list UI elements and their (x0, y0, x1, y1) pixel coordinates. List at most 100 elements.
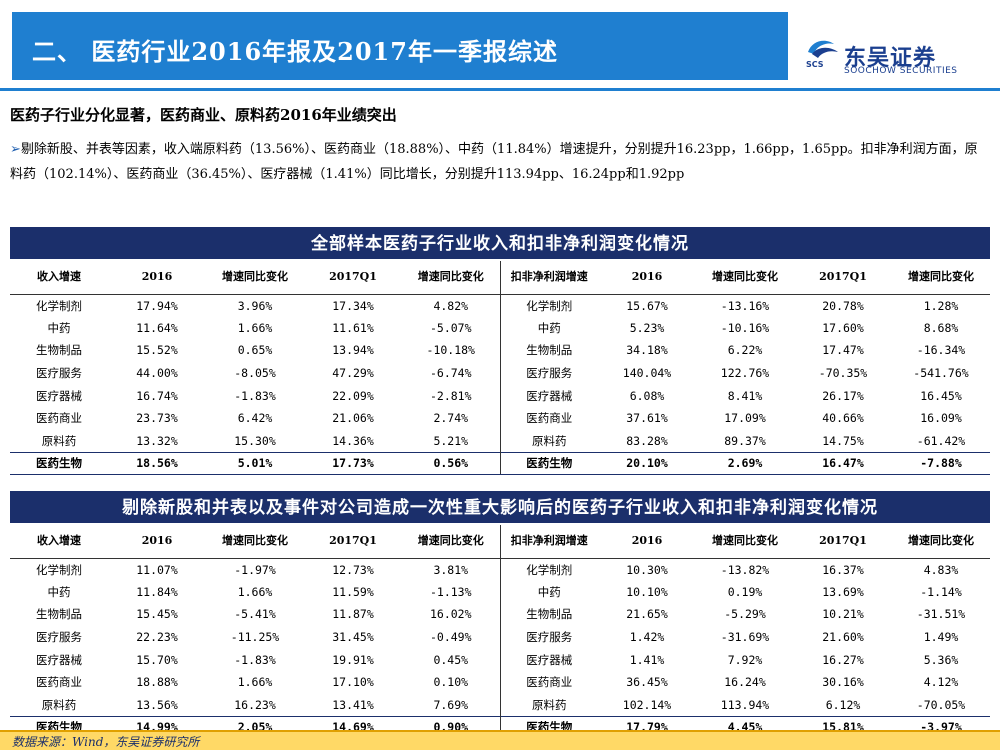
company-logo: SCS 东吴证券 SOOCHOW SECURITIES (804, 38, 994, 78)
table-cell: 1.42% (629, 630, 665, 645)
table-cell: 1.66% (237, 675, 273, 690)
row-label: 医药商业 (36, 411, 82, 426)
table-row: 生物制品 15.52% 0.65% 13.94% -10.18% 生物制品 34.18% 6.… (10, 339, 990, 362)
table-row: 医药商业 23.73% 6.42% 21.06% 2.74% 医药商业 37.61% 17.0… (10, 406, 990, 430)
table-cell: 17.47% (822, 343, 864, 358)
table-cell: -1.97% (234, 562, 276, 577)
table-cell: 16.02% (429, 607, 472, 622)
table-cell: 18.88% (136, 675, 178, 690)
table-row: 化学制剂 17.94% 3.96% 17.34% 4.82% 化学制剂 15.67% -13.… (10, 294, 990, 317)
table-cell: 0.19% (727, 584, 763, 599)
table-cell: -5.41% (234, 607, 276, 622)
table-cell: 13.94% (332, 343, 374, 358)
table-cell: -1.14% (920, 584, 962, 599)
table-cell: 6.12% (825, 697, 861, 712)
row-label: 生物制品 (36, 607, 82, 622)
table-cell: 16.45% (920, 388, 962, 403)
table-cell: -2.81% (429, 388, 472, 403)
header-divider (0, 88, 1000, 91)
table-cell: 17.34% (332, 298, 374, 313)
table-cell: 34.18% (626, 343, 668, 358)
row-label: 医疗服务 (36, 630, 82, 645)
table-cell: 89.37% (724, 433, 766, 448)
table-row: 中药 11.84% 1.66% 11.59% -1.13% 中药 10.10% 0.19% 13… (10, 580, 990, 604)
row-label: 医疗器械 (36, 388, 82, 403)
table-cell: 12.73% (332, 562, 374, 577)
column-header: 扣非净利润增速 (499, 261, 598, 295)
table-cell: -31.69% (720, 630, 770, 645)
table-cell: 1.66% (237, 320, 273, 335)
table-cell: 0.10% (433, 675, 469, 690)
table-cell: 1.28% (923, 298, 959, 313)
column-header: 增速同比变化 (892, 261, 990, 295)
table-cell: -6.74% (429, 366, 472, 381)
table-cell: 15.67% (626, 298, 668, 313)
table-cell: 20.78% (822, 298, 864, 313)
table-cell: 18.56% (108, 451, 206, 476)
row-label: 中药 (499, 316, 598, 340)
table-cell: 36.45% (626, 675, 668, 690)
table-cell: 47.29% (332, 366, 374, 381)
table-cell: 11.61% (332, 320, 374, 335)
table-cell: -5.29% (724, 607, 766, 622)
table-cell: 15.70% (136, 652, 178, 667)
row-label: 中药 (499, 580, 598, 604)
table-cell: 7.92% (727, 652, 763, 667)
row-label: 医药商业 (499, 406, 598, 430)
column-header: 2016 (108, 525, 206, 559)
column-header: 2016 (598, 525, 696, 559)
row-label: 原料药 (499, 429, 598, 453)
column-header: 增速同比变化 (696, 261, 794, 295)
table-cell: 14.36% (332, 433, 374, 448)
table-cell: 83.28% (626, 433, 668, 448)
table-cell: 15.45% (136, 607, 178, 622)
table-cell: 19.91% (332, 652, 374, 667)
column-header: 扣非净利润增速 (499, 525, 598, 559)
table-cell: 1.41% (629, 652, 665, 667)
table-cell: 26.17% (822, 388, 864, 403)
table-cell: -1.13% (429, 584, 472, 599)
column-header: 增速同比变化 (206, 261, 304, 295)
table-cell: 7.69% (433, 697, 469, 712)
table-cell: 17.94% (136, 298, 178, 313)
table-row: 医疗服务 44.00% -8.05% 47.29% -6.74% 医疗服务 140.04% 1… (10, 361, 990, 385)
table-cell: 13.69% (822, 584, 864, 599)
row-label: 医药生物 (499, 451, 598, 476)
table-cell: 140.04% (622, 366, 672, 381)
row-label: 原料药 (41, 433, 77, 448)
table-row: 医疗器械 16.74% -1.83% 22.09% -2.81% 医疗器械 6.08% 8.4… (10, 384, 990, 407)
table-cell: 30.16% (822, 675, 864, 690)
table-cell: 37.61% (626, 411, 668, 426)
logo-sub: SOOCHOW SECURITIES (844, 66, 958, 76)
table-cell: 5.23% (629, 320, 665, 335)
data-table: 收入增速 2016 增速同比变化 2017Q1 增速同比变化 扣非净利润增速 2016 增速同… (10, 261, 990, 476)
table-cell: -7.88% (892, 451, 990, 476)
row-label: 医药商业 (499, 670, 598, 694)
row-label: 医疗器械 (499, 648, 598, 671)
table-cell: -541.76% (913, 366, 969, 381)
row-label: 中药 (47, 320, 71, 335)
table-cell: 0.65% (237, 343, 273, 358)
table-cell: 2.69% (696, 451, 794, 476)
section-title-bar: 二、 医药行业2016年报及2017年一季报综述 (12, 12, 788, 80)
table-cell: 3.81% (433, 562, 469, 577)
table-cell: -1.83% (234, 652, 276, 667)
table-cell: -16.34% (916, 343, 966, 358)
table-cell: 21.06% (332, 411, 374, 426)
row-label: 原料药 (41, 697, 77, 712)
table-cell: 16.37% (822, 562, 864, 577)
table-cell: 11.64% (136, 320, 178, 335)
row-label: 生物制品 (36, 343, 82, 358)
row-label: 医疗服务 (499, 625, 598, 649)
table-cell: 122.76% (720, 366, 770, 381)
table-cell: 4.82% (433, 298, 469, 313)
table-cell: -31.51% (916, 607, 966, 622)
row-label: 化学制剂 (36, 562, 82, 577)
row-label: 医疗器械 (36, 652, 82, 667)
column-header: 增速同比变化 (206, 525, 304, 559)
table-cell: -10.16% (720, 320, 770, 335)
table-cell: 10.10% (626, 584, 668, 599)
table-cell: -13.82% (720, 562, 770, 577)
column-header: 2017Q1 (794, 525, 892, 559)
table-cell: 17.60% (822, 320, 864, 335)
